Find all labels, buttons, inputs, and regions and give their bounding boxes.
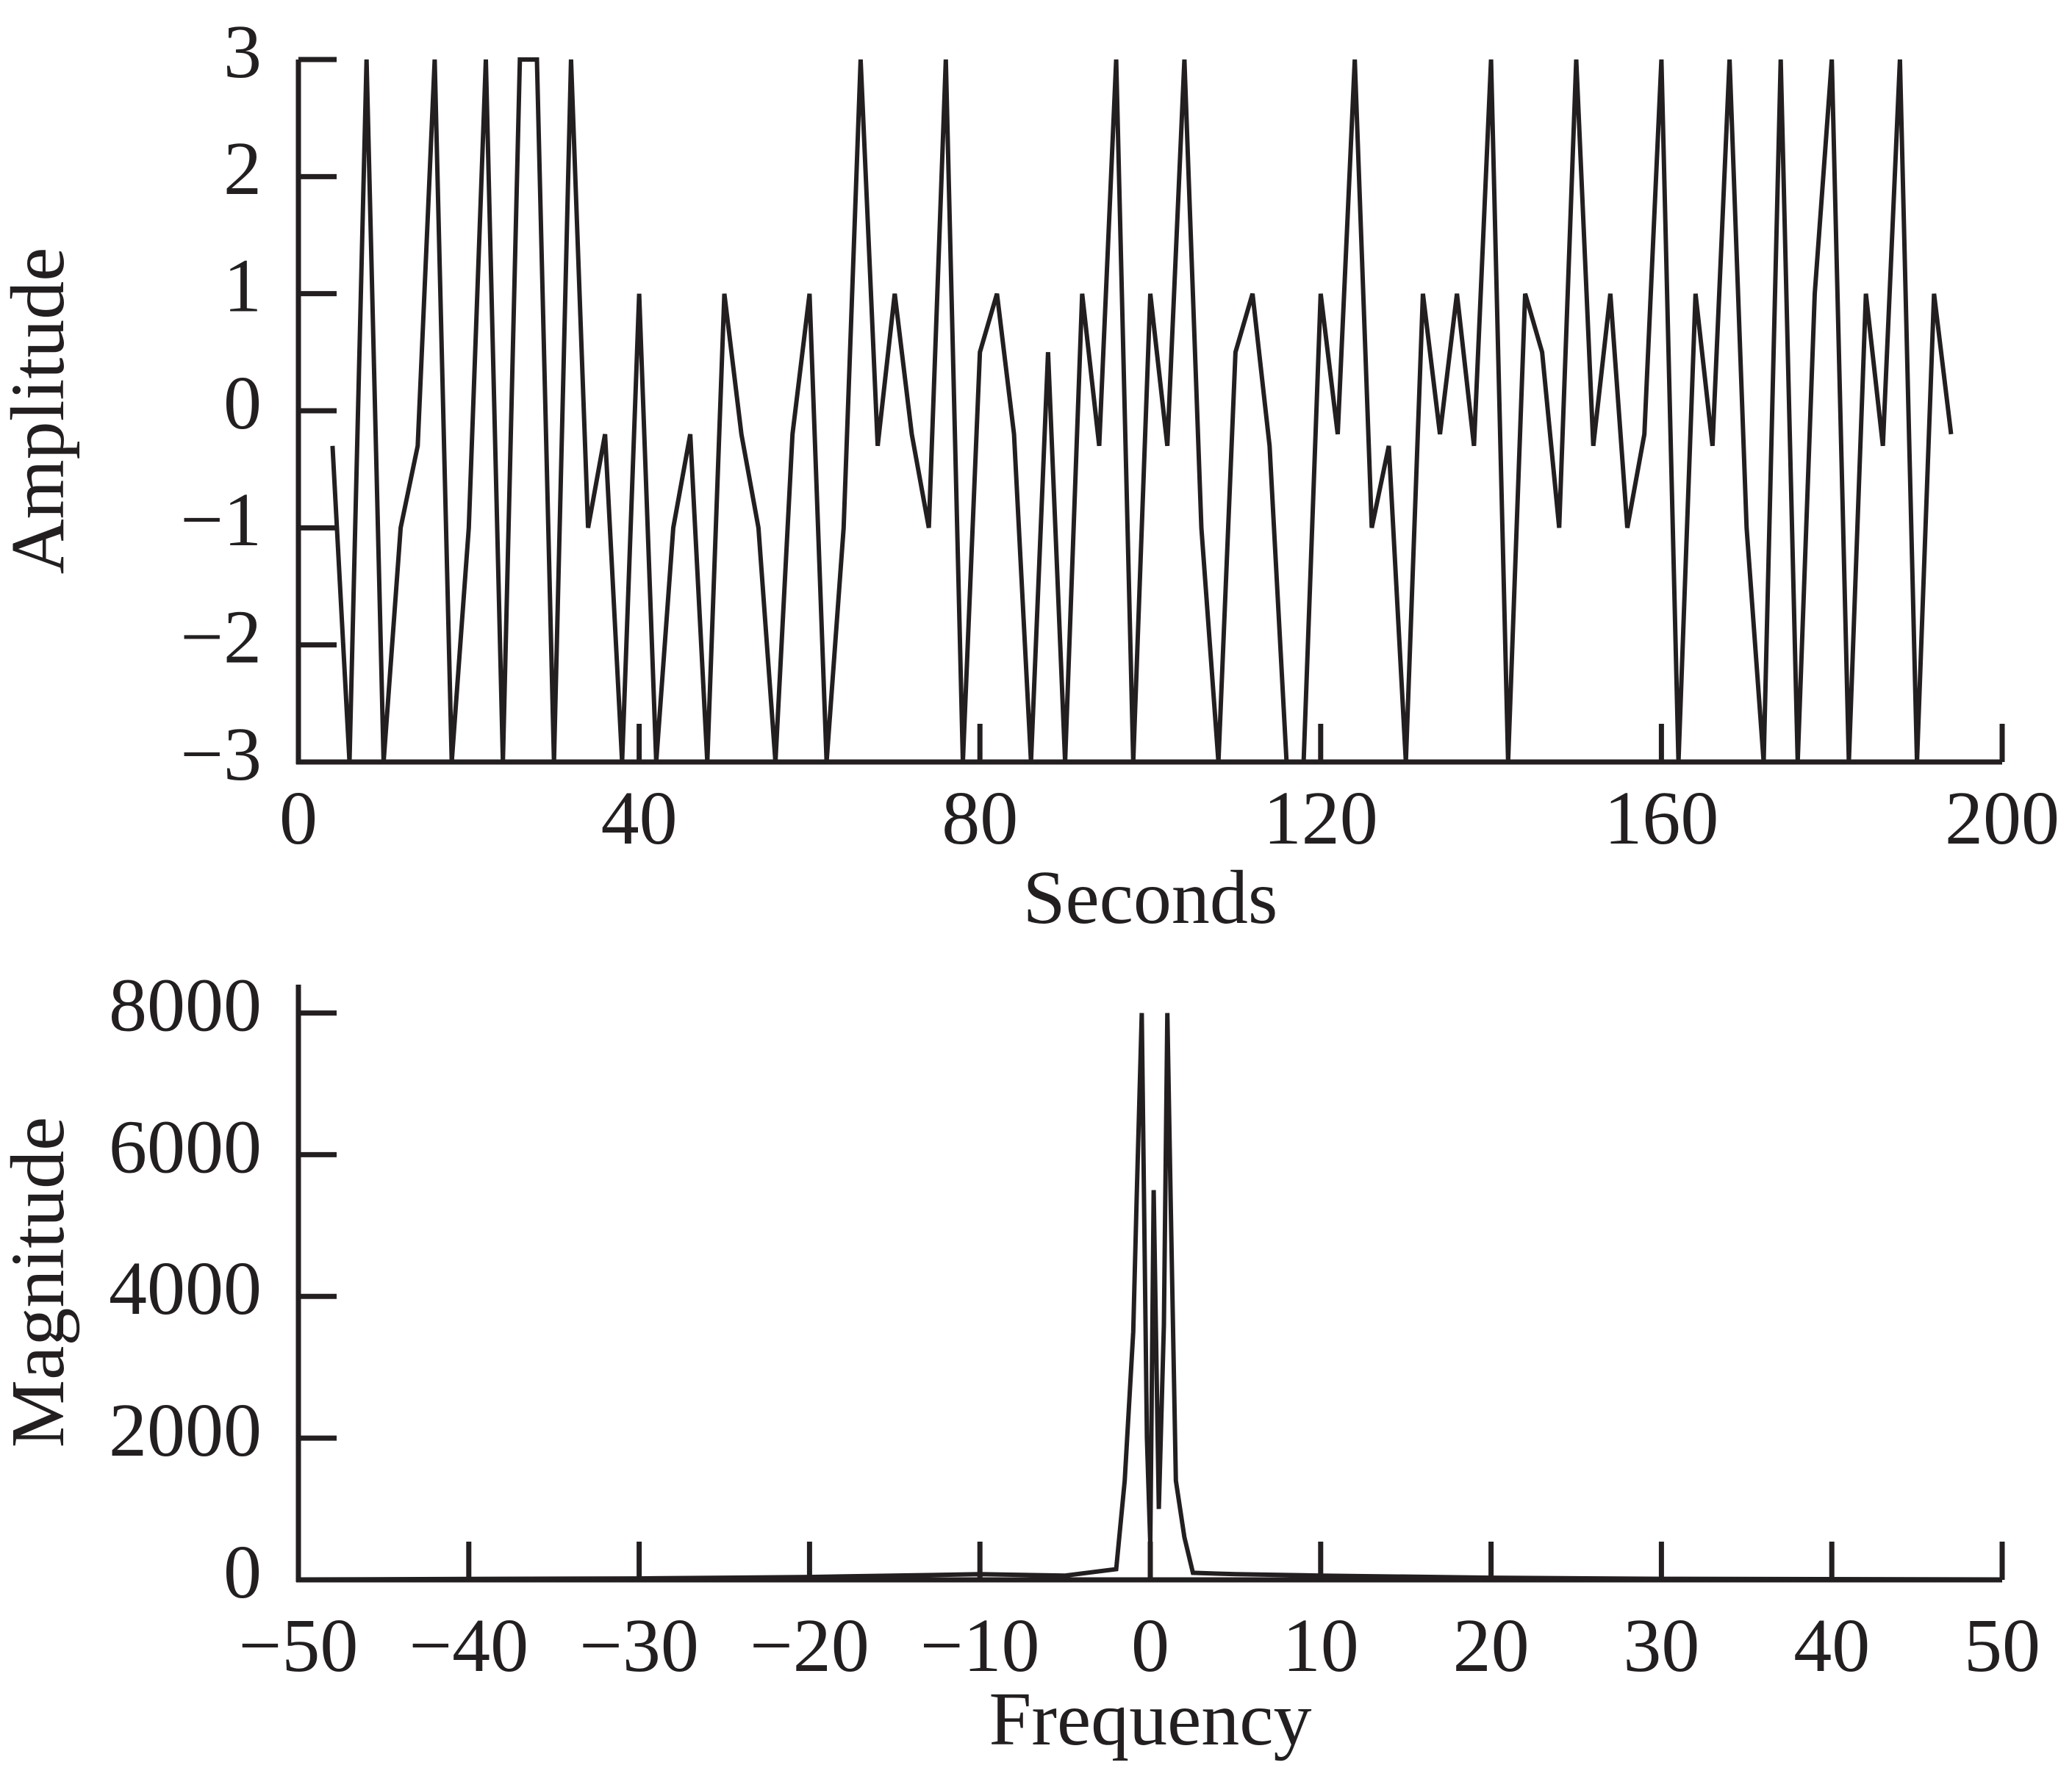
y-tick-label: 2000 bbox=[109, 1388, 262, 1473]
y-tick-label: 8000 bbox=[109, 963, 262, 1047]
x-axis-title: Frequency bbox=[989, 1677, 1312, 1761]
x-tick-label: 120 bbox=[1263, 776, 1378, 860]
x-tick-label: 0 bbox=[1131, 1603, 1169, 1688]
x-tick-label: −40 bbox=[409, 1603, 528, 1688]
y-tick-label: 0 bbox=[223, 361, 262, 445]
x-tick-label: 10 bbox=[1283, 1603, 1359, 1688]
x-tick-label: 50 bbox=[1964, 1603, 2040, 1688]
x-tick-label: 160 bbox=[1604, 776, 1718, 860]
y-axis-title: Magnitude bbox=[0, 1117, 80, 1448]
y-tick-label: 1 bbox=[223, 244, 262, 328]
y-tick-label: 4000 bbox=[109, 1246, 262, 1331]
x-tick-label: 0 bbox=[279, 776, 318, 860]
x-tick-label: 40 bbox=[601, 776, 678, 860]
y-tick-label: 6000 bbox=[109, 1104, 262, 1189]
x-tick-label: −50 bbox=[239, 1603, 359, 1688]
y-tick-label: −1 bbox=[180, 478, 262, 562]
x-tick-label: 40 bbox=[1793, 1603, 1870, 1688]
x-tick-label: −10 bbox=[920, 1603, 1040, 1688]
x-tick-label: −30 bbox=[579, 1603, 699, 1688]
x-tick-label: −20 bbox=[750, 1603, 870, 1688]
x-tick-label: 80 bbox=[942, 776, 1018, 860]
y-axis-title: Amplitude bbox=[0, 248, 80, 575]
y-tick-label: 0 bbox=[223, 1530, 262, 1614]
y-tick-label: 2 bbox=[223, 126, 262, 211]
x-tick-label: 30 bbox=[1623, 1603, 1699, 1688]
x-axis-title: Seconds bbox=[1023, 855, 1278, 940]
x-tick-label: 20 bbox=[1453, 1603, 1530, 1688]
y-tick-label: 3 bbox=[223, 10, 262, 94]
x-tick-label: 200 bbox=[1945, 776, 2060, 860]
y-tick-label: −2 bbox=[180, 595, 262, 680]
y-tick-label: −3 bbox=[180, 712, 262, 797]
signal-line bbox=[298, 1013, 2003, 1582]
signal-line bbox=[330, 57, 1954, 764]
